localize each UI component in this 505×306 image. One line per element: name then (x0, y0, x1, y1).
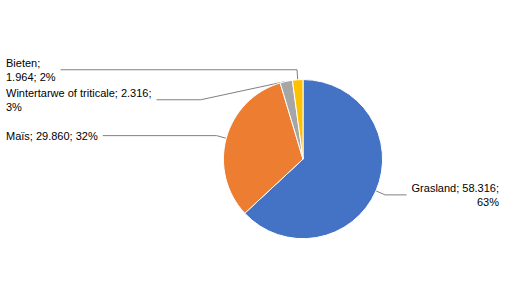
svg-text:1.964; 2%: 1.964; 2% (6, 71, 56, 83)
svg-text:Maïs; 29.860; 32%: Maïs; 29.860; 32% (6, 130, 98, 142)
svg-text:Bieten;: Bieten; (6, 57, 40, 69)
svg-text:Wintertarwe of triticale; 2.31: Wintertarwe of triticale; 2.316; (6, 87, 152, 99)
svg-text:63%: 63% (477, 196, 499, 208)
svg-text:3%: 3% (6, 101, 22, 113)
svg-text:Grasland; 58.316;: Grasland; 58.316; (412, 182, 499, 194)
